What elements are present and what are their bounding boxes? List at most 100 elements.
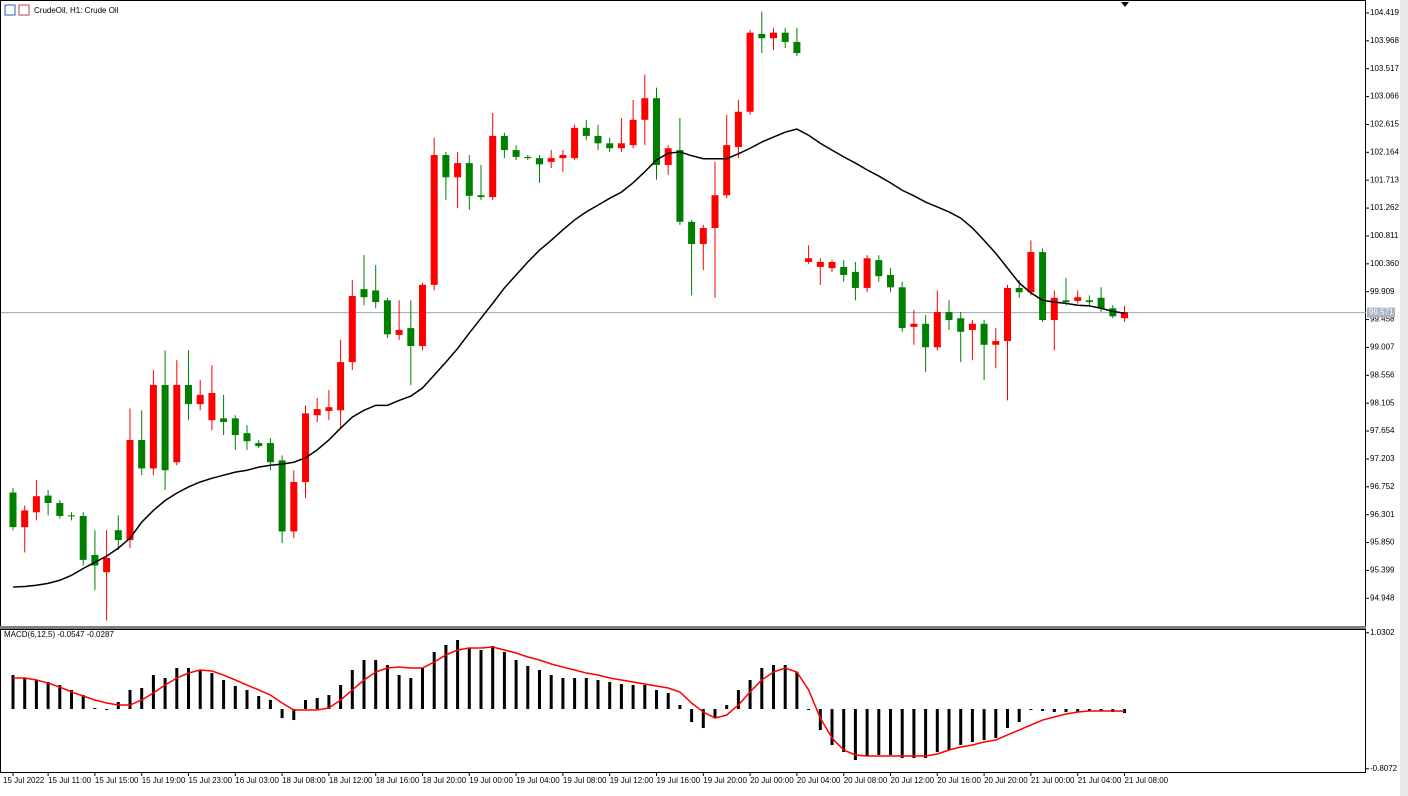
histogram-bar: [889, 709, 892, 755]
candle-body: [465, 163, 473, 196]
candle-body: [875, 260, 883, 277]
candle-body: [32, 496, 40, 513]
histogram-bar: [690, 709, 694, 723]
y-tick-label: 102.164: [1370, 147, 1399, 156]
histogram-bar: [70, 689, 73, 710]
histogram-bar: [1017, 709, 1021, 723]
menu-icon[interactable]: [4, 4, 16, 16]
candle-body: [255, 443, 263, 447]
y-tick-label: 96.301: [1370, 510, 1395, 519]
histogram-bar: [807, 709, 811, 711]
histogram-bar: [1052, 709, 1056, 713]
candle-body: [302, 413, 309, 482]
histogram-bar: [304, 699, 307, 710]
x-tick-label: 21 Jul 08:00: [1125, 776, 1169, 785]
histogram-bar: [994, 709, 998, 739]
histogram-bar: [783, 665, 787, 710]
chart-icon[interactable]: [18, 4, 30, 16]
candle-body: [278, 460, 286, 532]
histogram-bar: [748, 679, 752, 710]
macd-panel: [0, 629, 1366, 773]
histogram-bar: [970, 709, 974, 743]
window-edge: [1400, 0, 1408, 796]
histogram-bar: [1099, 709, 1103, 712]
histogram-bar: [128, 689, 132, 710]
x-tick-label: 19 Jul 08:00: [563, 776, 607, 785]
candle-body: [688, 221, 696, 245]
candle-body: [500, 135, 508, 151]
histogram-bar: [491, 646, 495, 710]
histogram-bar: [1064, 709, 1068, 713]
histogram-bar: [233, 685, 237, 710]
histogram-bar: [163, 677, 167, 710]
histogram-bar: [385, 665, 389, 710]
x-tick-label: 18 Jul 16:00: [376, 776, 420, 785]
x-tick-label: 20 Jul 20:00: [984, 776, 1028, 785]
histogram-bar: [655, 689, 658, 710]
histogram-bar: [631, 685, 635, 710]
histogram-bar: [760, 668, 764, 710]
histogram-bar: [795, 672, 799, 710]
y-tick-label: 101.713: [1370, 175, 1399, 184]
histogram-bar: [140, 687, 144, 710]
panel-separator: [0, 626, 1366, 629]
shift-marker[interactable]: [1121, 2, 1129, 7]
x-tick-label: 19 Jul 20:00: [703, 776, 747, 785]
candle-body: [547, 158, 555, 162]
candle-body: [91, 554, 99, 566]
histogram-bar: [1041, 709, 1045, 712]
candle-body: [805, 258, 813, 262]
candle-body: [44, 495, 52, 504]
candle-body: [419, 284, 426, 347]
candle-body: [1062, 300, 1070, 303]
histogram-bar: [713, 709, 717, 719]
candle-body: [863, 258, 871, 288]
candle-body: [606, 143, 614, 149]
candle-body: [992, 341, 1000, 345]
candle-body: [699, 227, 707, 245]
histogram-bar: [877, 709, 881, 755]
y-tick-label: 98.556: [1370, 370, 1395, 379]
histogram-bar: [608, 681, 612, 710]
candle-body: [746, 32, 754, 112]
y-tick-label: 103.066: [1370, 92, 1399, 101]
histogram-bar: [93, 707, 97, 710]
candle-body: [898, 287, 906, 329]
histogram-bar: [1087, 709, 1091, 712]
histogram-bar: [444, 644, 448, 710]
y-tick-label: 100.360: [1370, 259, 1399, 268]
y-tick-label: 95.850: [1370, 538, 1395, 547]
x-tick-label: 15 Jul 19:00: [142, 776, 186, 785]
histogram-bar: [573, 677, 577, 710]
candle-body: [1097, 297, 1105, 309]
x-tick-label: 15 Jul 11:00: [48, 776, 92, 785]
histogram-bar: [175, 668, 179, 710]
histogram-bar: [538, 670, 541, 710]
histogram-bar: [772, 665, 775, 710]
candle-body: [313, 409, 321, 416]
histogram-bar: [198, 670, 202, 710]
histogram-bar: [11, 675, 15, 710]
histogram-bar: [666, 693, 670, 710]
candle-body: [571, 127, 579, 159]
candle-body: [980, 323, 988, 345]
histogram-bar: [549, 675, 553, 710]
candle-body: [524, 156, 532, 159]
candle-body: [372, 290, 380, 303]
x-tick-label: 16 Jul 03:00: [235, 776, 279, 785]
histogram-bar: [830, 709, 834, 745]
candle-body: [103, 558, 111, 573]
y-tick-label: 101.262: [1370, 203, 1399, 212]
candle-body: [149, 384, 157, 469]
chart-title: CrudeOil, H1: Crude Oil: [34, 6, 119, 15]
histogram-bar: [526, 666, 530, 710]
candle-body: [407, 328, 415, 347]
y-tick-label: 99.909: [1370, 287, 1395, 296]
candle-body: [840, 266, 848, 275]
histogram-bar: [982, 709, 986, 741]
candle-body: [653, 98, 660, 165]
candle-body: [828, 261, 836, 269]
candle-body: [629, 119, 637, 146]
histogram-bar: [596, 679, 600, 710]
candle-body: [1050, 297, 1058, 321]
